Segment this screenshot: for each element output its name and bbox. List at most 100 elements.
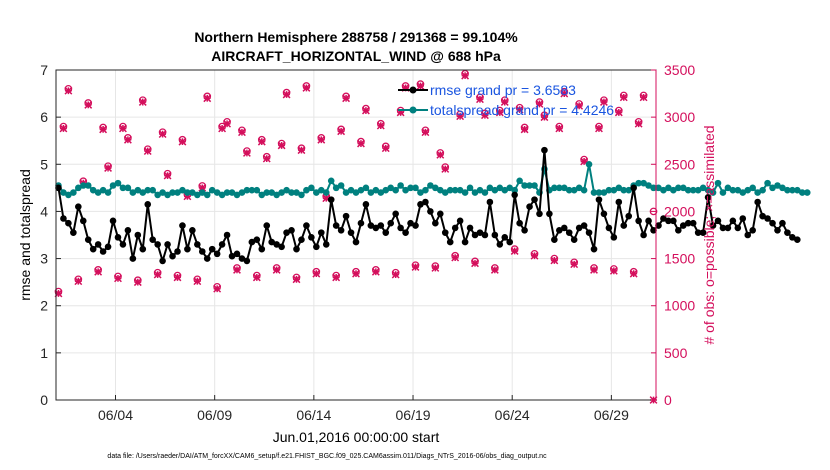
rmse-point — [60, 215, 67, 222]
totalspread-point — [615, 184, 623, 192]
rmse-point — [362, 201, 370, 208]
rmse-point — [749, 226, 756, 234]
obs-assimilated-marker — [590, 265, 598, 274]
totalspread-point — [650, 184, 657, 192]
obs-assimilated-marker — [401, 83, 410, 92]
rmse-point — [615, 198, 623, 206]
right-tick-label-0: 0 — [664, 392, 672, 408]
totalspread-point — [744, 186, 752, 194]
obs-assimilated-marker — [332, 273, 341, 282]
rmse-point — [422, 198, 429, 206]
right-tick-label-3: 1500 — [664, 251, 695, 267]
obs-assimilated-marker — [381, 144, 390, 153]
rmse-point — [590, 245, 598, 253]
rmse-point — [784, 229, 791, 236]
rmse-point — [610, 234, 618, 241]
totalspread-point — [134, 186, 142, 194]
totalspread-point — [580, 186, 588, 194]
totalspread-point — [367, 189, 375, 196]
rmse-point — [114, 234, 122, 241]
totalspread-point — [397, 182, 404, 189]
obs-assimilated-marker — [490, 265, 499, 274]
totalspread-point — [749, 184, 756, 192]
totalspread-point — [759, 186, 766, 194]
rmse-point — [516, 219, 523, 227]
totalspread-point — [516, 177, 523, 185]
totalspread-point — [293, 189, 300, 196]
rmse-point — [159, 257, 166, 265]
obs-assimilated-marker — [54, 289, 63, 298]
rmse-point — [699, 229, 707, 236]
rmse-point — [129, 255, 137, 262]
totalspread-point — [709, 189, 717, 196]
rmse-point — [248, 238, 256, 246]
rmse-point — [759, 212, 766, 220]
rmse-point — [198, 248, 206, 255]
totalspread-point — [238, 189, 246, 196]
totalspread-point — [159, 189, 166, 196]
obs-count-series — [54, 69, 658, 404]
rmse-point — [640, 231, 647, 239]
obs-assimilated-marker — [555, 124, 564, 133]
rmse-point — [332, 222, 340, 229]
rmse-point — [357, 219, 365, 227]
totalspread-point — [620, 186, 628, 194]
obs-assimilated-marker — [203, 94, 212, 103]
rmse-point — [739, 215, 747, 222]
totalspread-point — [298, 191, 305, 199]
obs-assimilated-marker — [163, 171, 172, 180]
totalspread-point — [278, 189, 285, 196]
totalspread-point — [417, 189, 424, 196]
totalspread-point — [233, 191, 241, 199]
obs-assimilated-marker — [183, 192, 192, 201]
totalspread-point — [436, 186, 444, 194]
totalspread-point — [501, 186, 509, 194]
obs-assimilated-marker — [337, 127, 346, 136]
totalspread-point — [635, 179, 642, 187]
totalspread-point — [719, 189, 727, 196]
rmse-point — [724, 224, 732, 232]
totalspread-point — [402, 186, 409, 194]
obs-assimilated-marker — [178, 137, 187, 146]
rmse-point — [184, 245, 191, 253]
obs-assimilated-marker — [480, 111, 489, 120]
rmse-point — [679, 222, 687, 229]
totalspread-point — [481, 189, 489, 196]
rmse-point — [208, 245, 216, 253]
rmse-point — [402, 229, 409, 236]
totalspread-point — [263, 189, 271, 196]
rmse-point — [541, 146, 548, 154]
x-tick-label-2: 06/14 — [296, 407, 331, 423]
x-tick-label-5: 06/29 — [594, 407, 629, 423]
totalspread-point — [496, 184, 504, 192]
totalspread-point — [739, 189, 747, 196]
totalspread-point — [679, 184, 687, 192]
rmse-point — [709, 222, 717, 229]
rmse-point — [342, 212, 350, 220]
rmse-point — [670, 217, 677, 225]
obs-assimilated-marker — [530, 251, 539, 260]
obs-assimilated-marker — [500, 98, 509, 106]
totalspread-point — [189, 189, 196, 196]
totalspread-point — [313, 189, 320, 196]
totalspread-point — [273, 191, 280, 199]
right-tick-label-4: 2000 — [664, 203, 695, 219]
obs-assimilated-marker — [600, 98, 608, 106]
obs-assimilated-marker — [312, 269, 321, 278]
obs-assimilated-marker — [376, 121, 385, 130]
rmse-point — [149, 236, 156, 244]
rmse-point — [536, 210, 543, 218]
rmse-point — [213, 250, 221, 258]
totalspread-point — [248, 186, 256, 194]
obs-assimilated-marker — [371, 267, 380, 276]
rmse-point — [253, 236, 261, 244]
totalspread-point — [451, 186, 459, 194]
totalspread-point — [362, 184, 370, 192]
totalspread-point — [610, 186, 618, 194]
rmse-point — [754, 198, 761, 206]
rmse-point — [303, 222, 310, 229]
obs-assimilated-marker — [138, 98, 147, 106]
obs-assimilated-marker — [515, 105, 524, 114]
rmse-point — [288, 226, 295, 234]
